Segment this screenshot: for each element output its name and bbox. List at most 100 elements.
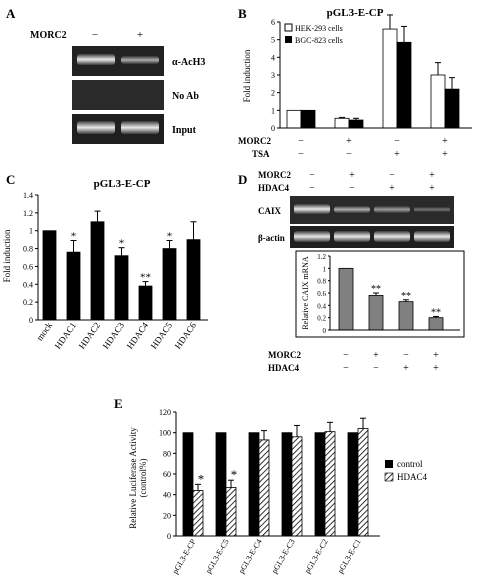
bar-e-hdac4: [258, 439, 270, 537]
panel-a: A MORC2 − + α-AcH3 No Ab Input: [6, 6, 205, 144]
panel-b-sign: +: [442, 149, 448, 160]
panel-a-row-label-1: α-AcH3: [172, 57, 205, 68]
gel-a-band-1b: [121, 56, 159, 64]
significance-star: *: [198, 471, 205, 486]
significance-star: *: [231, 467, 238, 482]
legend-label-hdac4: HDAC4: [397, 472, 428, 482]
panelD-ytick-label: 1.2: [317, 253, 326, 261]
significance-star: **: [431, 307, 441, 318]
legend-swatch-bgc823: [285, 36, 292, 43]
panel-d-top-sign: −: [389, 170, 395, 181]
gel-d-band-1d: [414, 207, 450, 212]
panelD-ytick-label: 0.8: [317, 278, 326, 286]
panel-d-bottom-sign: −: [343, 350, 349, 361]
panelB-ytick-label: 6: [271, 18, 275, 27]
panel-d-bottom-sign: −: [343, 363, 349, 374]
legend-swatch-hek293: [284, 23, 293, 32]
gel-a-band-3a: [77, 121, 115, 134]
panel-e-ylabel-line-2: (control%): [138, 459, 148, 498]
panel-b-sign: +: [394, 149, 400, 160]
panel-d-ylabel: Relative CAIX mRNA: [301, 256, 310, 330]
panel-b-sign: +: [442, 136, 448, 147]
panelD-ytick-label: 0.6: [317, 290, 326, 298]
bar-e-control: [215, 432, 227, 537]
panel-e-x-label: pGL3-E-C4: [237, 538, 264, 576]
panel-d-bottom-label-hdac4: HDAC4: [268, 363, 299, 373]
panel-e: E Relative Luciferase Activity (control%…: [114, 396, 428, 575]
panel-e-x-label: pGL3-E-C3: [270, 538, 297, 576]
bar-d: [428, 317, 444, 331]
panelC-ytick-label: 0.8: [23, 245, 33, 254]
significance-star: **: [371, 284, 381, 295]
panelC-ytick-label: 0.4: [23, 280, 33, 289]
panel-d: D MORC2 HDAC4 − + − + − − + + CAIX β-actin Rela…: [238, 170, 465, 374]
gel-d-band-2a: [294, 231, 330, 242]
panelB-ytick-label: 4: [271, 53, 275, 62]
panel-e-ylabel-line-1: Relative Luciferase Activity: [128, 427, 138, 529]
panel-b-sign: −: [394, 136, 400, 147]
bar-c-hdac6: [186, 239, 201, 321]
panel-c-x-label: HDAC4: [125, 320, 151, 351]
bar-e-control: [347, 432, 359, 537]
panel-d-gel-label-actin: β-actin: [258, 233, 285, 243]
panel-b-sign: −: [298, 149, 304, 160]
significance-star: *: [167, 231, 173, 243]
panel-e-letter: E: [114, 396, 123, 411]
panel-a-letter: A: [6, 6, 16, 21]
significance-star: **: [401, 291, 411, 302]
gel-d-row-2: [290, 226, 454, 248]
panel-b-sign: +: [346, 136, 352, 147]
panelD-ytick-label: 0.2: [317, 315, 326, 323]
bar-c-hdac2: [90, 221, 105, 321]
panel-c-x-label: HDAC2: [77, 320, 102, 350]
panelD-ytick-label: 0.4: [317, 302, 326, 310]
gel-d-band-2c: [374, 231, 410, 242]
panel-d-bottom-sign: +: [403, 363, 409, 374]
bar-b-bgc823: [396, 41, 412, 129]
panelB-ytick-label: 1: [271, 106, 275, 115]
panelE-ytick-label: 100: [159, 429, 171, 438]
gel-d-band-1a: [294, 204, 330, 214]
bar-c-hdac1: [66, 251, 81, 321]
panelE-ytick-label: 80: [163, 449, 171, 458]
significance-star: **: [140, 272, 151, 284]
panel-a-sign-2: +: [137, 29, 143, 41]
panel-b-sign: −: [298, 136, 304, 147]
panel-a-row-label-2: No Ab: [172, 91, 199, 102]
bar-e-control: [314, 432, 326, 537]
gel-d-band-1b: [334, 206, 370, 213]
legend-swatch-control: [385, 460, 393, 468]
significance-star: *: [119, 238, 125, 250]
bar-e-control: [182, 432, 194, 537]
panel-d-gel-label-caix: CAIX: [258, 206, 282, 216]
panel-d-bottom-sign: +: [373, 350, 379, 361]
panel-d-bottom-sign: +: [433, 350, 439, 361]
panelE-ytick-label: 120: [159, 408, 171, 417]
panel-d-top-sign: +: [429, 183, 435, 194]
gel-d-band-2b: [334, 231, 370, 242]
panel-c-letter: C: [6, 172, 15, 187]
panelC-ytick-label: 1: [29, 227, 33, 236]
bar-e-hdac4: [291, 436, 303, 537]
panel-b-row-label-tsa: TSA: [252, 149, 270, 159]
panel-d-top-label-morc2: MORC2: [258, 170, 291, 180]
panel-d-bottom-sign: −: [403, 350, 409, 361]
panel-d-bottom-sign: +: [433, 363, 439, 374]
gel-a-band-3b: [121, 121, 159, 134]
bar-b-hek293: [430, 74, 446, 129]
panelC-ytick-label: 0.6: [23, 262, 33, 271]
significance-star: *: [71, 231, 77, 243]
panel-d-top-sign: +: [429, 170, 435, 181]
bar-e-control: [281, 432, 293, 537]
panel-a-sign-1: −: [92, 29, 98, 41]
panel-c-x-label: HDAC6: [173, 320, 199, 351]
panelC-ytick-label: 0.2: [23, 298, 33, 307]
bar-d: [398, 301, 414, 331]
panelB-ytick-label: 0: [271, 124, 275, 133]
bar-d: [368, 295, 384, 331]
panel-a-morc2-label: MORC2: [30, 30, 67, 41]
legend-label-hek293: HEK-293 cells: [295, 24, 343, 33]
gel-a-band-1a: [77, 54, 115, 65]
panelB-ytick-label: 2: [271, 89, 275, 98]
